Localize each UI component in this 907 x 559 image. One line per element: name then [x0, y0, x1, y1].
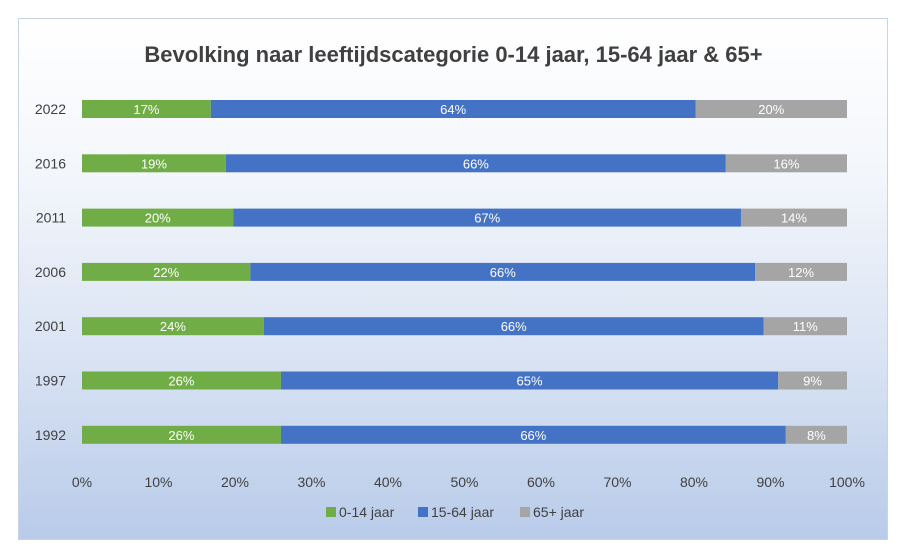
x-tick-label: 60%	[527, 474, 555, 490]
data-label: 12%	[788, 265, 814, 280]
legend-label: 0-14 jaar	[339, 504, 395, 520]
x-tick-label: 10%	[144, 474, 172, 490]
x-tick-label: 90%	[756, 474, 784, 490]
bar-segment	[725, 154, 847, 173]
data-label: 17%	[133, 102, 159, 117]
bar-segment	[263, 317, 764, 336]
bar-segment	[778, 371, 847, 390]
bar-segment	[82, 262, 251, 281]
data-label: 26%	[168, 428, 194, 443]
data-label: 24%	[160, 319, 186, 334]
data-label: 14%	[781, 211, 807, 226]
bar-segment	[250, 262, 756, 281]
bar-segment	[210, 100, 696, 118]
data-label: 19%	[141, 156, 167, 171]
data-label: 11%	[793, 319, 818, 334]
y-tick-label: 1997	[35, 373, 66, 389]
bar-segment	[82, 208, 234, 227]
y-tick-label: 2006	[35, 264, 66, 280]
bar-segment	[695, 100, 847, 118]
bar-segment	[82, 425, 281, 444]
data-label: 66%	[520, 428, 546, 443]
data-label: 9%	[803, 374, 822, 389]
data-label: 20%	[758, 102, 784, 117]
legend-label: 15-64 jaar	[431, 504, 494, 520]
bar-segment	[740, 208, 847, 227]
bar-segment	[755, 262, 847, 281]
data-label: 66%	[501, 319, 527, 334]
bar-segment	[82, 100, 211, 118]
data-label: 16%	[773, 156, 799, 171]
data-label: 22%	[153, 265, 179, 280]
data-label: 65%	[517, 374, 543, 389]
bar-segment	[82, 371, 281, 390]
bar-segment	[225, 154, 726, 173]
data-label: 66%	[463, 156, 489, 171]
legend-label: 65+ jaar	[533, 504, 584, 520]
legend-swatch	[418, 507, 428, 517]
x-tick-label: 50%	[450, 474, 478, 490]
y-tick-label: 2016	[35, 155, 66, 171]
x-tick-label: 0%	[72, 474, 92, 490]
x-tick-label: 40%	[374, 474, 402, 490]
x-tick-label: 100%	[829, 474, 865, 490]
bar-segment	[763, 317, 847, 336]
legend-swatch	[520, 507, 530, 517]
data-label: 26%	[168, 374, 194, 389]
bar-segment	[82, 317, 264, 336]
y-tick-label: 1992	[35, 427, 66, 443]
x-tick-label: 80%	[680, 474, 708, 490]
x-tick-label: 20%	[221, 474, 249, 490]
x-tick-label: 30%	[297, 474, 325, 490]
x-tick-label: 70%	[603, 474, 631, 490]
data-label: 64%	[440, 102, 466, 117]
bar-segment	[82, 154, 226, 173]
legend-swatch	[326, 507, 336, 517]
bar-segment	[280, 425, 786, 444]
chart-title: Bevolking naar leeftijdscategorie 0-14 j…	[144, 42, 763, 67]
bar-segment	[785, 425, 847, 444]
data-label: 67%	[474, 211, 500, 226]
data-label: 20%	[145, 211, 171, 226]
bar-segment	[280, 371, 779, 390]
y-tick-label: 2011	[36, 210, 66, 226]
bar-segment	[233, 208, 741, 227]
data-label: 66%	[490, 265, 516, 280]
data-label: 8%	[807, 428, 826, 443]
y-tick-label: 2022	[35, 101, 66, 117]
y-tick-label: 2001	[35, 318, 66, 334]
